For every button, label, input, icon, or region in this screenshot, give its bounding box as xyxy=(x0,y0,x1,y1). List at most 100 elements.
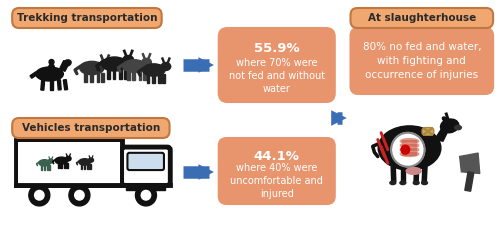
Bar xyxy=(84,73,87,82)
Ellipse shape xyxy=(39,160,50,166)
Ellipse shape xyxy=(64,60,71,66)
FancyBboxPatch shape xyxy=(218,138,335,204)
Ellipse shape xyxy=(414,181,419,184)
Circle shape xyxy=(136,184,156,206)
Bar xyxy=(16,140,122,185)
Bar xyxy=(49,165,50,170)
Bar xyxy=(60,163,62,168)
Bar xyxy=(90,73,93,82)
Circle shape xyxy=(391,133,424,167)
Bar xyxy=(64,163,66,168)
Bar xyxy=(143,70,146,79)
Bar xyxy=(64,80,68,90)
Ellipse shape xyxy=(49,59,54,65)
Ellipse shape xyxy=(48,159,53,163)
Ellipse shape xyxy=(88,158,94,162)
Bar xyxy=(402,144,417,147)
Ellipse shape xyxy=(66,156,71,161)
FancyBboxPatch shape xyxy=(128,153,164,170)
Text: where 70% were
not fed and without
water: where 70% were not fed and without water xyxy=(228,58,325,94)
Ellipse shape xyxy=(122,60,146,72)
Text: where 40% were
uncomfortable and
injured: where 40% were uncomfortable and injured xyxy=(230,163,323,199)
Circle shape xyxy=(400,145,410,155)
FancyArrow shape xyxy=(30,72,38,78)
FancyBboxPatch shape xyxy=(350,28,493,94)
Text: 44.1%: 44.1% xyxy=(254,150,300,163)
Bar xyxy=(124,69,128,79)
Bar xyxy=(84,164,85,169)
Bar xyxy=(112,69,116,79)
Ellipse shape xyxy=(79,159,90,165)
Bar xyxy=(58,163,59,168)
FancyBboxPatch shape xyxy=(122,147,170,185)
Polygon shape xyxy=(434,129,448,141)
Bar xyxy=(138,70,141,79)
Bar xyxy=(162,74,165,83)
Ellipse shape xyxy=(142,64,165,76)
Ellipse shape xyxy=(400,151,418,157)
Ellipse shape xyxy=(55,157,68,164)
Circle shape xyxy=(69,184,90,206)
Bar xyxy=(402,140,417,143)
Ellipse shape xyxy=(100,60,110,68)
Ellipse shape xyxy=(400,147,418,152)
Bar xyxy=(44,165,45,170)
Bar xyxy=(58,80,61,90)
Bar xyxy=(422,167,427,182)
Bar xyxy=(87,164,88,169)
Bar xyxy=(96,73,100,82)
Bar xyxy=(414,167,418,182)
Ellipse shape xyxy=(36,67,64,81)
Bar xyxy=(66,163,68,168)
Text: At slaughterhouse: At slaughterhouse xyxy=(368,13,476,23)
Bar xyxy=(89,164,90,169)
Ellipse shape xyxy=(406,168,421,174)
Ellipse shape xyxy=(442,117,447,121)
Bar xyxy=(401,167,406,182)
Ellipse shape xyxy=(48,64,54,72)
Bar xyxy=(402,148,417,151)
Bar xyxy=(50,80,52,90)
Ellipse shape xyxy=(400,139,418,144)
Ellipse shape xyxy=(454,126,462,130)
Ellipse shape xyxy=(400,181,406,184)
Bar xyxy=(465,172,474,191)
Bar xyxy=(41,165,42,170)
Bar xyxy=(158,74,160,83)
Text: 55.9%: 55.9% xyxy=(254,42,300,55)
Bar xyxy=(81,164,82,169)
Bar xyxy=(41,80,44,90)
Polygon shape xyxy=(460,153,479,173)
Ellipse shape xyxy=(390,181,396,184)
Bar xyxy=(126,185,166,190)
Ellipse shape xyxy=(102,57,128,71)
Ellipse shape xyxy=(422,181,428,184)
Ellipse shape xyxy=(123,56,134,65)
Text: Trekking transportation: Trekking transportation xyxy=(16,13,157,23)
Bar xyxy=(106,69,110,79)
FancyBboxPatch shape xyxy=(12,118,170,138)
Bar xyxy=(152,74,154,83)
Bar xyxy=(147,74,150,83)
Circle shape xyxy=(74,190,84,200)
Text: Vehicles transportation: Vehicles transportation xyxy=(22,123,160,133)
Ellipse shape xyxy=(142,58,152,66)
Bar xyxy=(120,69,122,79)
Circle shape xyxy=(34,190,44,200)
Bar xyxy=(18,142,120,184)
FancyArrow shape xyxy=(60,61,69,71)
Ellipse shape xyxy=(161,63,170,70)
Ellipse shape xyxy=(440,119,459,133)
Ellipse shape xyxy=(80,61,104,75)
Bar xyxy=(101,73,104,82)
Bar xyxy=(127,70,130,79)
Bar xyxy=(47,165,48,170)
Bar xyxy=(132,70,135,79)
FancyBboxPatch shape xyxy=(12,8,162,28)
Bar xyxy=(391,166,396,182)
Ellipse shape xyxy=(378,126,441,170)
FancyBboxPatch shape xyxy=(218,28,335,102)
Ellipse shape xyxy=(400,143,418,148)
Circle shape xyxy=(29,184,50,206)
Bar xyxy=(402,152,417,156)
